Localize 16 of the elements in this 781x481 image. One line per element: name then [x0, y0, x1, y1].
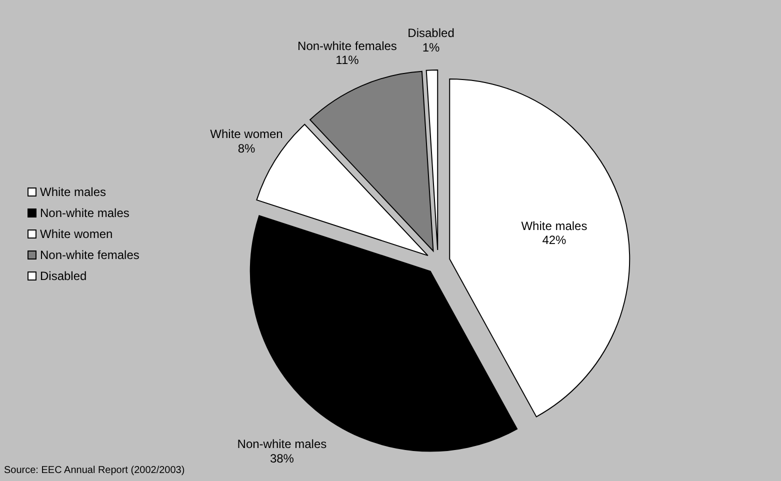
legend-label: Non-white males	[40, 206, 130, 220]
legend-label: White women	[40, 227, 113, 241]
data-label: 8%	[238, 141, 256, 156]
data-label: 38%	[270, 452, 294, 466]
slice-label: Non-white males	[237, 437, 327, 452]
slice-label: Non-white females	[298, 38, 397, 53]
slice-label: White women	[210, 127, 283, 142]
source-note: Source: EEC Annual Report (2002/2003)	[4, 465, 185, 476]
legend-label: Non-white females	[40, 248, 140, 262]
slice-label: Disabled	[408, 26, 454, 40]
slice-label: White males	[521, 218, 588, 233]
data-label: 11%	[336, 53, 360, 68]
data-label: 42%	[542, 233, 567, 248]
data-label: 1%	[422, 40, 440, 55]
legend-label: White males	[40, 185, 106, 199]
legend-label: Disabled	[40, 269, 87, 283]
